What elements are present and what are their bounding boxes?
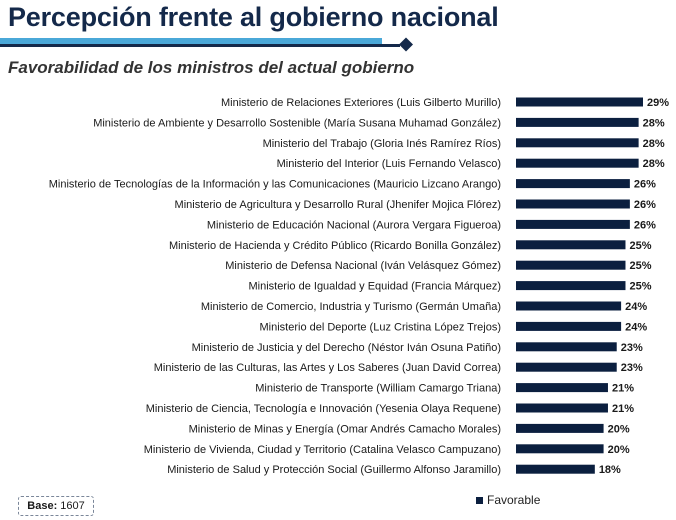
data-label: 29% (647, 97, 669, 109)
data-label: 23% (621, 342, 643, 354)
bar (516, 260, 626, 270)
base-label: Base: (27, 500, 58, 512)
bar (516, 321, 622, 331)
bar (516, 117, 639, 127)
category-label: Ministerio de Ciencia, Tecnología e Inno… (146, 403, 501, 415)
data-label: 25% (629, 281, 651, 293)
category-label: Ministerio del Trabajo (Gloria Inés Ramí… (263, 138, 501, 150)
category-label: Ministerio del Interior (Luis Fernando V… (277, 158, 501, 170)
category-label: Ministerio de Salud y Protección Social … (167, 464, 501, 476)
category-label: Ministerio de las Culturas, las Artes y … (154, 362, 501, 374)
data-label: 26% (634, 199, 656, 211)
bar (516, 464, 595, 474)
bar (516, 342, 617, 352)
category-label: Ministerio de Hacienda y Crédito Público… (169, 240, 501, 252)
data-label: 28% (643, 158, 665, 170)
data-label: 23% (621, 362, 643, 374)
bar (516, 301, 622, 311)
category-label: Ministerio de Defensa Nacional (Iván Vel… (225, 260, 501, 272)
chart-subtitle: Favorabilidad de los ministros del actua… (8, 58, 415, 77)
category-label: Ministerio de Comercio, Industria y Turi… (201, 301, 501, 313)
legend-swatch (476, 496, 483, 504)
bar (516, 199, 630, 209)
category-label: Ministerio de Igualdad y Equidad (Franci… (248, 281, 501, 293)
bar (516, 362, 617, 372)
base-note: Base: 1607 (18, 496, 94, 516)
data-label: 28% (643, 138, 665, 150)
category-label: Ministerio de Agricultura y Desarrollo R… (175, 199, 501, 211)
base-value: 1607 (60, 500, 85, 512)
bar (516, 97, 643, 107)
category-label: Ministerio de Ambiente y Desarrollo Sost… (93, 117, 501, 129)
bar (516, 179, 630, 189)
bar (516, 219, 630, 229)
bar (516, 423, 604, 433)
bar (516, 444, 604, 454)
category-label: Ministerio de Justicia y del Derecho (Né… (192, 342, 501, 354)
underline-dark-bar (0, 44, 400, 47)
data-label: 18% (599, 464, 621, 476)
data-label: 25% (629, 240, 651, 252)
data-label: 26% (634, 219, 656, 231)
bar (516, 403, 608, 413)
page-title: Percepción frente al gobierno nacional (8, 2, 499, 32)
title-underline (0, 37, 413, 52)
category-label: Ministerio de Relaciones Exteriores (Lui… (221, 97, 501, 109)
bar (516, 240, 626, 250)
data-label: 20% (608, 423, 630, 435)
data-label: 24% (625, 321, 647, 333)
underline-diamond (399, 37, 413, 52)
category-label: Ministerio del Deporte (Luz Cristina Lóp… (260, 321, 502, 333)
category-label: Ministerio de Vivienda, Ciudad y Territo… (144, 444, 501, 456)
data-label: 21% (612, 403, 634, 415)
bar (516, 158, 639, 168)
data-label: 26% (634, 179, 656, 191)
data-label: 20% (608, 444, 630, 456)
bar (516, 138, 639, 148)
underline-light-bar (0, 38, 382, 44)
category-label: Ministerio de Minas y Energía (Omar Andr… (189, 423, 501, 435)
bar (516, 383, 608, 393)
bar-chart: Ministerio de Relaciones Exteriores (Lui… (49, 97, 669, 476)
category-label: Ministerio de Educación Nacional (Aurora… (207, 219, 501, 231)
data-label: 24% (625, 301, 647, 313)
data-label: 21% (612, 383, 634, 395)
data-label: 25% (629, 260, 651, 272)
data-label: 28% (643, 117, 665, 129)
bar (516, 281, 626, 291)
legend-label: Favorable (487, 493, 541, 507)
category-label: Ministerio de Transporte (William Camarg… (255, 383, 501, 395)
chart-legend: Favorable (476, 493, 540, 507)
category-label: Ministerio de Tecnologías de la Informac… (49, 179, 501, 191)
